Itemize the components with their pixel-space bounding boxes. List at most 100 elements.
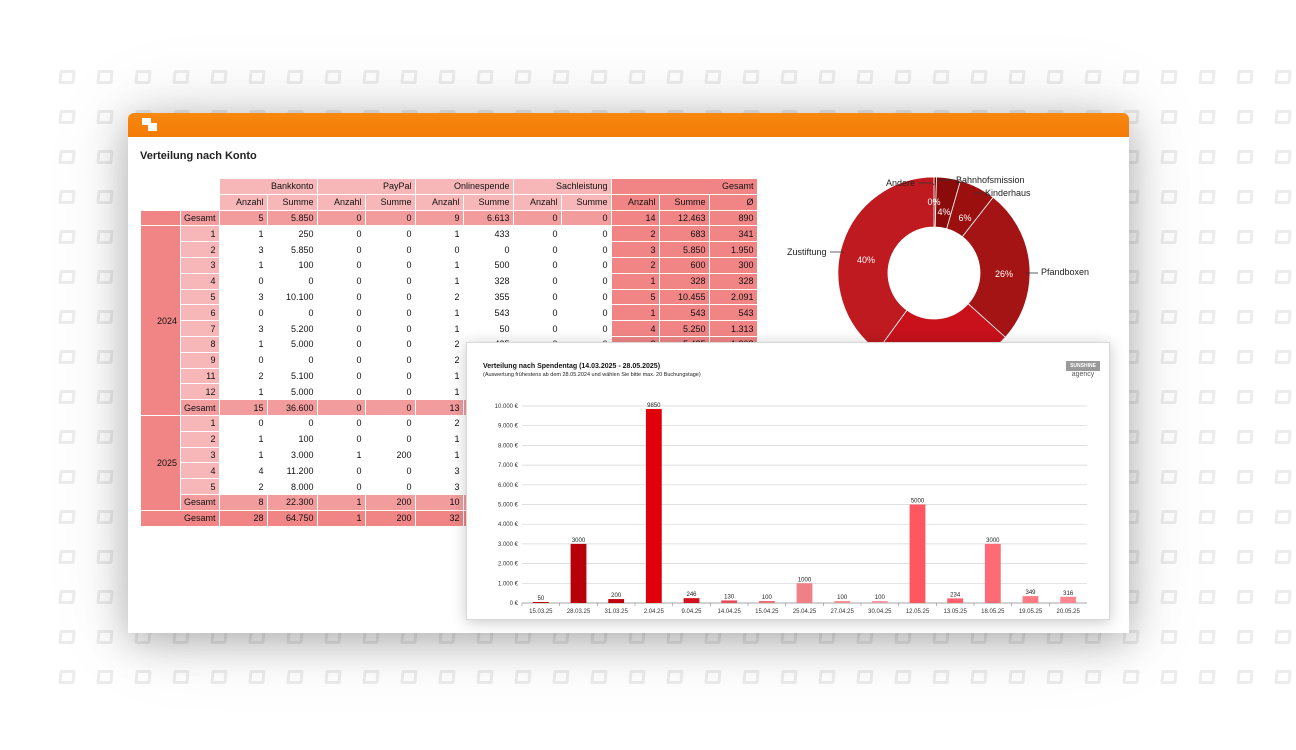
sub-header: Anzahl: [610, 193, 660, 211]
header-blank: [140, 178, 220, 195]
header-blank: [140, 193, 220, 211]
table-cell: 50: [462, 320, 514, 337]
watermark-mark: [96, 150, 114, 164]
watermark-mark: [1274, 510, 1292, 524]
watermark-mark: [1236, 550, 1254, 564]
watermark-mark: [1274, 230, 1292, 244]
watermark-mark: [96, 190, 114, 204]
watermark-mark: [1160, 310, 1178, 324]
watermark-mark: [1274, 670, 1292, 684]
table-cell: 2.091: [708, 288, 758, 306]
table-cell: 10.455: [658, 288, 710, 306]
table-cell: 13: [414, 399, 464, 416]
donut-value-label: 0%: [927, 197, 940, 207]
watermark-mark: [1160, 510, 1178, 524]
bar-data-label: 246: [686, 592, 697, 598]
sub-header: Summe: [560, 193, 612, 211]
month-label: 6: [180, 304, 220, 322]
table-cell: 0: [560, 320, 612, 337]
watermark-mark: [1236, 150, 1254, 164]
table-cell: 14: [610, 209, 660, 227]
watermark-mark: [1198, 230, 1216, 244]
table-cell: 1: [414, 383, 464, 401]
table-cell: 3: [218, 241, 268, 258]
table-cell: 0: [316, 430, 366, 448]
month-label: 4: [180, 272, 220, 290]
watermark-mark: [1274, 350, 1292, 364]
watermark-mark: [1236, 630, 1254, 644]
konto-table: Bankkonto PayPal Onlinespende Sachleistung G…: [140, 178, 758, 527]
table-cell: 0: [316, 399, 366, 416]
table-cell: 0: [364, 414, 416, 432]
table-cell: 1.950: [708, 241, 758, 258]
table-cell: 5.100: [266, 367, 318, 385]
table-cell: 328: [708, 272, 758, 290]
watermark-mark: [96, 390, 114, 404]
table-cell: 28: [218, 509, 268, 527]
donut-slice-zustiftung: [837, 176, 935, 352]
table-cell: 0: [364, 209, 416, 227]
watermark-mark: [58, 510, 76, 524]
watermark-mark: [96, 550, 114, 564]
table-cell: 1: [414, 430, 464, 448]
watermark-mark: [58, 350, 76, 364]
watermark-mark: [324, 670, 342, 684]
sub-header: Summe: [462, 193, 514, 211]
table-row: 6 0 0 0 0 1 543 0 0 1 543 543: [141, 304, 758, 322]
table-cell: 600: [658, 256, 710, 274]
table-cell: 15: [218, 399, 268, 416]
table-cell: 433: [462, 225, 514, 243]
table-cell: 1: [414, 367, 464, 385]
table-cell: 64.750: [266, 509, 318, 527]
x-tick-label: 12.05.25: [906, 609, 930, 615]
table-cell: 9: [414, 209, 464, 227]
table-cell: 0: [414, 241, 464, 258]
month-label: 5: [180, 478, 220, 495]
title-bar: [128, 113, 1129, 137]
month-label: 1: [180, 225, 220, 243]
table-cell: 0: [266, 351, 318, 369]
table-cell: 1: [316, 446, 366, 464]
bar-data-label: 234: [950, 592, 961, 598]
year-label: 2025: [140, 414, 181, 511]
watermark-mark: [400, 670, 418, 684]
table-cell: 2: [414, 414, 464, 432]
donut-slice-pfandboxen: [961, 196, 1031, 338]
watermark-mark: [1008, 670, 1026, 684]
table-cell: 0: [316, 225, 366, 243]
bar-data-label: 316: [1063, 591, 1074, 597]
bar-data-label: 5000: [911, 499, 925, 505]
watermark-mark: [1274, 150, 1292, 164]
watermark-mark: [1046, 70, 1064, 84]
watermark-mark: [1236, 110, 1254, 124]
watermark-mark: [58, 590, 76, 604]
table-cell: 0: [316, 478, 366, 495]
watermark-mark: [58, 430, 76, 444]
table-cell: 5.850: [658, 241, 710, 258]
watermark-mark: [1008, 70, 1026, 84]
watermark-mark: [894, 670, 912, 684]
bar: [532, 602, 549, 603]
table-cell: 0: [512, 256, 562, 274]
watermark-mark: [1198, 390, 1216, 404]
watermark-mark: [1198, 550, 1216, 564]
donut-category-label: Bahnhofsmission: [956, 175, 1025, 185]
watermark-mark: [96, 430, 114, 444]
bar-data-label: 1000: [798, 577, 812, 583]
watermark-mark: [1160, 390, 1178, 404]
watermark-mark: [628, 70, 646, 84]
group-header: PayPal: [316, 178, 416, 195]
watermark-mark: [666, 70, 684, 84]
table-cell: 0: [364, 462, 416, 480]
watermark-mark: [96, 670, 114, 684]
watermark-mark: [1160, 230, 1178, 244]
x-tick-label: 27.04.25: [830, 609, 854, 615]
watermark-mark: [286, 70, 304, 84]
sub-header: Anzahl: [218, 193, 268, 211]
watermark-mark: [1160, 430, 1178, 444]
watermark-mark: [1274, 390, 1292, 404]
table-cell: 0: [364, 304, 416, 322]
y-tick-label: 7.000 €: [498, 463, 519, 469]
watermark-mark: [58, 310, 76, 324]
table-cell: 543: [708, 304, 758, 322]
